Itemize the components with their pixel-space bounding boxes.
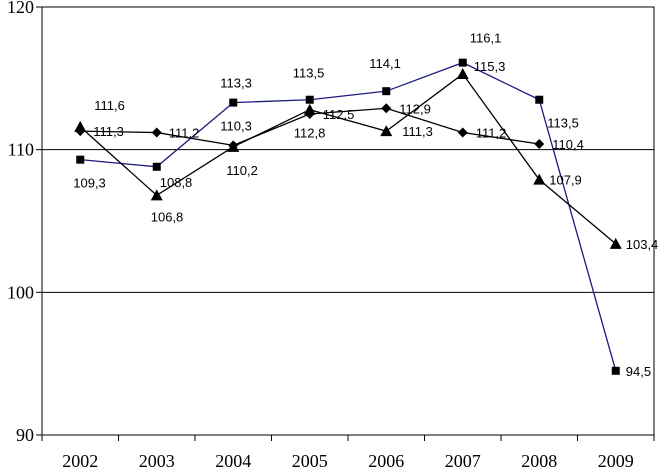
series-triangle-line [79,73,617,245]
series-triangle-data-label: 112,8 [294,126,326,141]
series-diamond-point [304,109,315,119]
series-square-data-label: 113,3 [220,76,252,91]
series-triangle-point [380,125,393,137]
x-tick-label: 2006 [368,451,404,471]
series-triangle-data-label: 115,3 [474,59,506,74]
x-tick-label: 2009 [598,451,634,471]
series-triangle-data-label: 111,3 [402,124,433,139]
y-tick-label: 100 [7,282,34,302]
series-triangle-data-label: 106,8 [151,209,184,224]
series-square-data-label: 114,1 [369,56,401,71]
series-square-data-label: 113,5 [293,66,325,81]
series-square-line [80,61,617,371]
series-diamond-point [457,127,468,138]
x-tick-label: 2005 [292,451,328,471]
series-diamond-point [381,103,392,114]
series-square-point [535,95,544,104]
series-square-point [611,366,620,375]
series-triangle-data-label: 103,4 [626,237,659,252]
series-square-point [382,87,391,96]
series-square-data-label: 94,5 [626,364,651,379]
series-diamond-data-label: 111,2 [476,126,507,141]
x-tick-label: 2003 [139,451,175,471]
y-tick-label: 90 [16,425,34,445]
series-square-data-label: 108,8 [160,175,193,190]
series-diamond-point [151,127,162,138]
series-triangle-data-label: 110,2 [226,163,258,178]
series-triangle-point [533,173,546,185]
series-diamond-point [75,126,86,137]
series-square-point [229,98,238,107]
y-tick-label: 120 [7,0,34,17]
series-diamond-data-label: 112,5 [323,107,355,122]
series-square-data-label: 116,1 [470,31,502,46]
series-square-data-label: 109,3 [73,176,106,191]
series-triangle-data-label: 111,6 [94,98,125,113]
series-square-point [305,95,314,104]
x-tick-label: 2004 [215,451,251,471]
series-diamond-point [534,138,545,149]
series-square-point [76,155,85,164]
series-diamond-data-label: 111,2 [169,126,200,141]
series-diamond-data-label: 110,4 [552,137,584,152]
series-diamond-data-label: 111,3 [93,124,124,139]
plot-area [41,6,655,436]
series-square-point [152,162,161,171]
x-tick-label: 2007 [445,451,481,471]
series-diamond-data-label: 112,9 [399,101,431,116]
series-triangle-point [456,68,469,80]
x-tick-label: 2008 [521,451,557,471]
series-diamond-data-label: 110,3 [220,118,252,133]
series-triangle-point [150,189,163,201]
series-triangle-data-label: 107,9 [549,173,582,188]
series-diamond-point [228,140,239,151]
x-tick-label: 2002 [62,451,98,471]
series-triangle-point [609,237,622,249]
y-tick-label: 110 [8,140,34,160]
series-square-data-label: 113,5 [547,116,579,131]
series-square-point [458,58,467,67]
